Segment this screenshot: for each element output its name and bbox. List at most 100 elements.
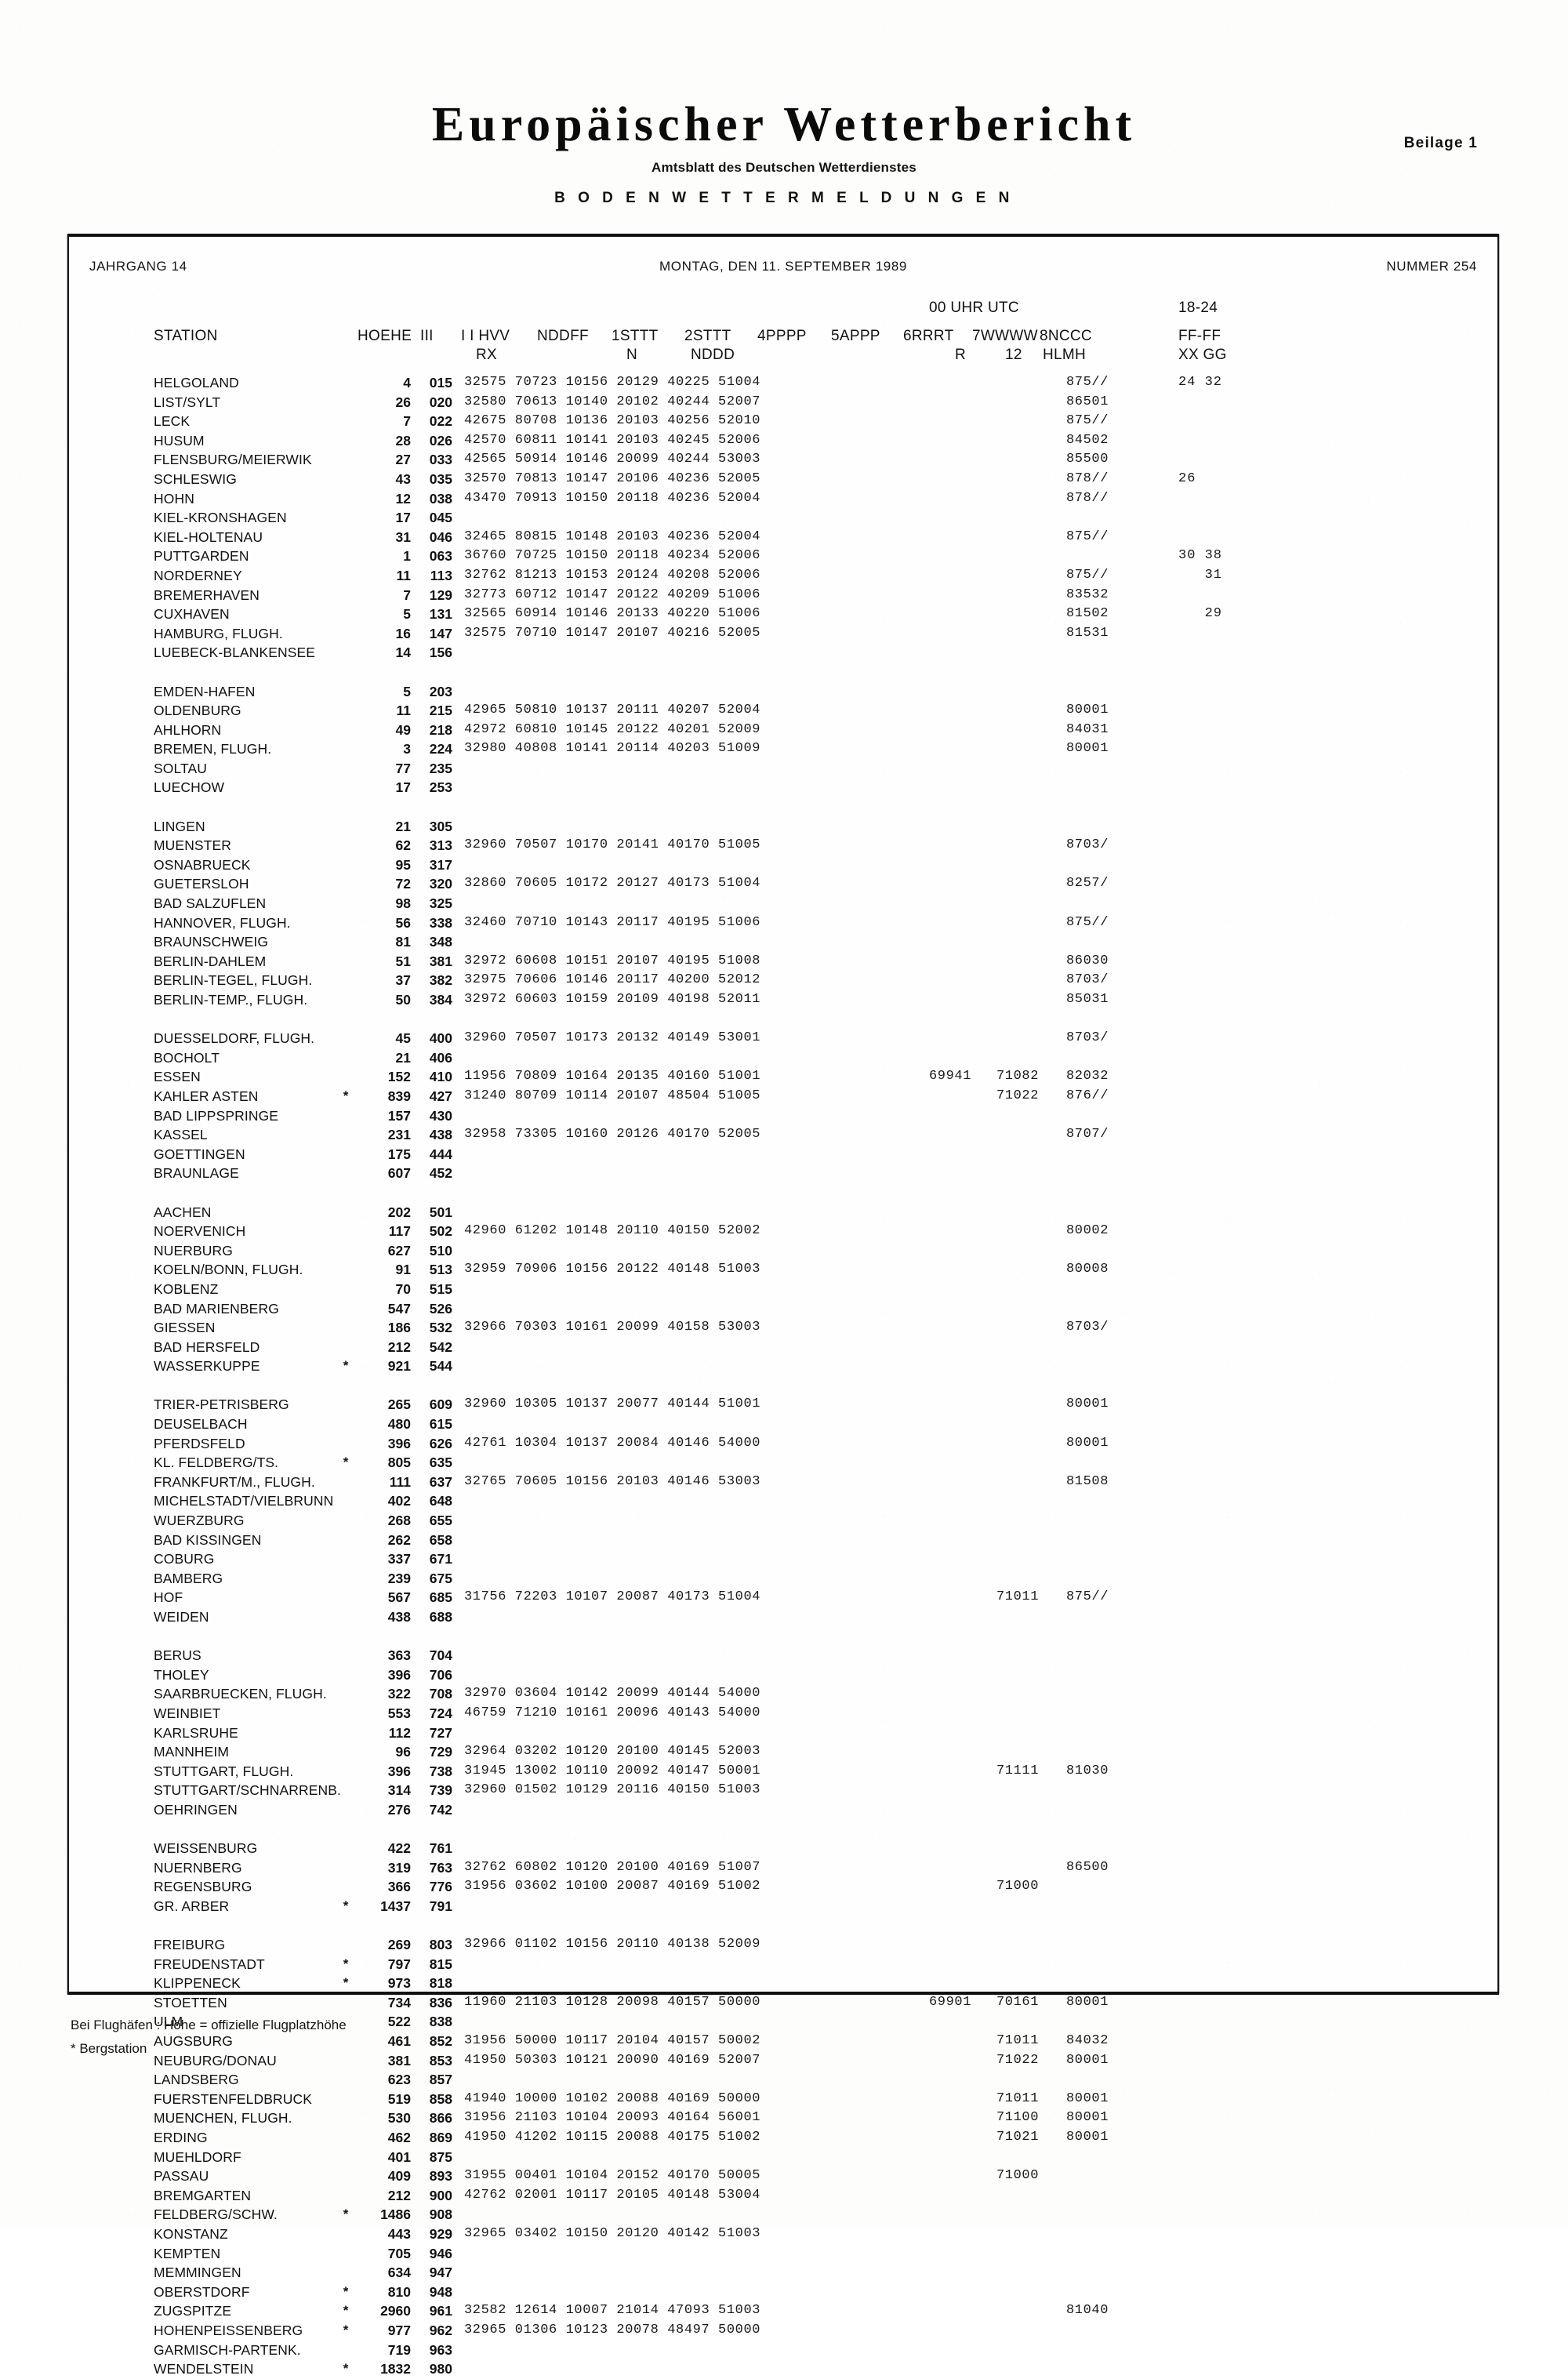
table-row[interactable]: GIESSEN 186 532 32966 70303 10161 20099 401… xyxy=(69,1318,1497,1338)
table-row[interactable]: STUTTGART/SCHNARRENB. 314 739 32960 01502 1… xyxy=(69,1781,1497,1800)
table-row[interactable]: LANDSBERG 623 857 xyxy=(69,2070,1497,2090)
table-row[interactable]: AACHEN 202 501 xyxy=(69,1203,1497,1222)
table-row[interactable]: ULM 522 838 xyxy=(69,2012,1497,2032)
table-row[interactable]: STUTTGART, FLUGH. 396 738 31945 13002 10110… xyxy=(69,1762,1497,1782)
table-row[interactable]: SCHLESWIG 43 035 32570 70813 10147 20106 40… xyxy=(69,470,1497,489)
table-row[interactable]: OLDENBURG 11 215 42965 50810 10137 20111 40… xyxy=(69,701,1497,721)
table-row[interactable]: MICHELSTADT/VIELBRUNN 402 648 xyxy=(69,1491,1497,1511)
table-row[interactable]: NEUBURG/DONAU 381 853 41950 50303 10121 200… xyxy=(69,2051,1497,2071)
table-row[interactable]: HOHENPEISSENBERG * 977 962 32965 01306 10123… xyxy=(69,2321,1497,2341)
table-row[interactable]: KOBLENZ 70 515 xyxy=(69,1280,1497,1299)
table-row[interactable]: BRAUNLAGE 607 452 xyxy=(69,1164,1497,1183)
table-row[interactable]: GR. ARBER * 1437 791 xyxy=(69,1897,1497,1916)
table-row[interactable]: TRIER-PETRISBERG 265 609 32960 10305 10137 … xyxy=(69,1395,1497,1415)
table-row[interactable]: PASSAU 409 893 31955 00401 10104 20152 4017… xyxy=(69,2167,1497,2186)
station-index: 406 xyxy=(429,1049,452,1066)
table-row[interactable]: KOELN/BONN, FLUGH. 91 513 32959 70906 10156… xyxy=(69,1260,1497,1280)
table-row[interactable]: BERUS 363 704 xyxy=(69,1646,1497,1665)
table-row[interactable]: GUETERSLOH 72 320 32860 70605 10172 20127 4… xyxy=(69,874,1497,894)
table-row[interactable]: HOF 567 685 31756 72203 10107 20087 40173 5… xyxy=(69,1588,1497,1607)
table-row[interactable]: ESSEN 152 410 11956 70809 10164 20135 40160… xyxy=(69,1067,1497,1087)
table-row[interactable]: KARLSRUHE 112 727 xyxy=(69,1723,1497,1743)
table-row[interactable]: HUSUM 28 026 42570 60811 10141 20103 40245 … xyxy=(69,431,1497,451)
table-row[interactable]: BRAUNSCHWEIG 81 348 xyxy=(69,932,1497,952)
table-row[interactable]: GOETTINGEN 175 444 xyxy=(69,1145,1497,1164)
table-row[interactable]: LUEBECK-BLANKENSEE 14 156 xyxy=(69,643,1497,663)
table-row[interactable]: BAMBERG 239 675 xyxy=(69,1569,1497,1589)
table-row[interactable]: CUXHAVEN 5 131 32565 60914 10146 20133 4022… xyxy=(69,605,1497,624)
table-row[interactable]: BERLIN-TEGEL, FLUGH. 37 382 32975 70606 101… xyxy=(69,971,1497,990)
table-row[interactable]: COBURG 337 671 xyxy=(69,1549,1497,1569)
table-row[interactable]: FREUDENSTADT * 797 815 xyxy=(69,1955,1497,1974)
table-row[interactable]: FUERSTENFELDBRUCK 519 858 41940 10000 10102… xyxy=(69,2090,1497,2109)
table-row[interactable]: SAARBRUECKEN, FLUGH. 322 708 32970 03604 10… xyxy=(69,1684,1497,1704)
table-row[interactable]: AUGSBURG 461 852 31956 50000 10117 20104 40… xyxy=(69,2032,1497,2051)
table-row[interactable]: BERLIN-DAHLEM 51 381 32972 60608 10151 2010… xyxy=(69,952,1497,972)
table-row[interactable]: WEISSENBURG 422 761 xyxy=(69,1839,1497,1858)
table-row[interactable]: HOHN 12 038 43470 70913 10150 20118 40236 5… xyxy=(69,489,1497,509)
table-row[interactable]: FLENSBURG/MEIERWIK 27 033 42565 50914 10146… xyxy=(69,450,1497,470)
table-row[interactable]: ERDING 462 869 41950 41202 10115 20088 4017… xyxy=(69,2128,1497,2148)
table-row[interactable]: FRANKFURT/M., FLUGH. 111 637 32765 70605 10… xyxy=(69,1473,1497,1492)
table-row[interactable]: GARMISCH-PARTENK. 719 963 xyxy=(69,2341,1497,2360)
table-row[interactable]: OSNABRUECK 95 317 xyxy=(69,855,1497,875)
table-row[interactable]: ZUGSPITZE * 2960 961 32582 12614 10007 21014… xyxy=(69,2301,1497,2321)
table-row[interactable]: MUENCHEN, FLUGH. 530 866 31956 21103 10104 … xyxy=(69,2108,1497,2128)
table-row[interactable]: PFERDSFELD 396 626 42761 10304 10137 20084 … xyxy=(69,1434,1497,1454)
table-row[interactable]: WEIDEN 438 688 xyxy=(69,1607,1497,1627)
table-row[interactable]: NORDERNEY 11 113 32762 81213 10153 20124 40… xyxy=(69,566,1497,586)
table-row[interactable]: SOLTAU 77 235 xyxy=(69,759,1497,779)
table-row[interactable]: BREMEN, FLUGH. 3 224 32980 40808 10141 2011… xyxy=(69,739,1497,759)
table-row[interactable]: LIST/SYLT 26 020 32580 70613 10140 20102 40… xyxy=(69,393,1497,412)
table-row[interactable]: STOETTEN 734 836 11960 21103 10128 20098 40… xyxy=(69,1993,1497,2013)
table-row[interactable]: KL. FELDBERG/TS. * 805 635 xyxy=(69,1453,1497,1473)
table-row[interactable]: KEMPTEN 705 946 xyxy=(69,2244,1497,2264)
table-row[interactable]: WEINBIET 553 724 46759 71210 10161 20096 40… xyxy=(69,1704,1497,1723)
table-row[interactable]: KIEL-KRONSHAGEN 17 045 xyxy=(69,508,1497,528)
table-row[interactable]: BREMERHAVEN 7 129 32773 60712 10147 20122 4… xyxy=(69,586,1497,605)
table-row[interactable]: MUEHLDORF 401 875 xyxy=(69,2148,1497,2167)
station-name: OEHRINGEN xyxy=(154,1801,238,1818)
table-row[interactable]: REGENSBURG 366 776 31956 03602 10100 20087 … xyxy=(69,1877,1497,1897)
table-row[interactable]: EMDEN-HAFEN 5 203 xyxy=(69,682,1497,702)
table-row[interactable]: BAD SALZUFLEN 98 325 xyxy=(69,894,1497,913)
table-row[interactable]: KASSEL 231 438 32958 73305 10160 20126 4017… xyxy=(69,1125,1497,1145)
table-row[interactable]: FREIBURG 269 803 32966 01102 10156 20110 40… xyxy=(69,1935,1497,1955)
table-row[interactable]: LECK 7 022 42675 80708 10136 20103 40256 52… xyxy=(69,412,1497,431)
table-row[interactable]: BAD KISSINGEN 262 658 xyxy=(69,1531,1497,1550)
table-row[interactable]: WENDELSTEIN * 1832 980 xyxy=(69,2359,1497,2379)
table-row[interactable]: KIEL-HOLTENAU 31 046 32465 80815 10148 2010… xyxy=(69,528,1497,547)
table-row[interactable]: BAD HERSFELD 212 542 xyxy=(69,1338,1497,1357)
table-row[interactable]: FELDBERG/SCHW. * 1486 908 xyxy=(69,2205,1497,2225)
table-row[interactable]: HAMBURG, FLUGH. 16 147 32575 70710 10147 20… xyxy=(69,624,1497,644)
table-row[interactable]: PUTTGARDEN 1 063 36760 70725 10150 20118 40… xyxy=(69,547,1497,566)
table-row[interactable]: BAD MARIENBERG 547 526 xyxy=(69,1299,1497,1319)
table-row[interactable]: DEUSELBACH 480 615 xyxy=(69,1415,1497,1434)
table-row[interactable]: OBERSTDORF * 810 948 xyxy=(69,2283,1497,2302)
table-row[interactable]: AHLHORN 49 218 42972 60810 10145 20122 4020… xyxy=(69,721,1497,740)
table-row[interactable]: LUECHOW 17 253 xyxy=(69,778,1497,797)
table-row[interactable]: MANNHEIM 96 729 32964 03202 10120 20100 401… xyxy=(69,1742,1497,1762)
table-row[interactable]: BERLIN-TEMP., FLUGH. 50 384 32972 60603 101… xyxy=(69,990,1497,1010)
table-row[interactable]: NUERBURG 627 510 xyxy=(69,1241,1497,1261)
table-row[interactable]: LINGEN 21 305 xyxy=(69,817,1497,837)
table-row[interactable]: MUENSTER 62 313 32960 70507 10170 20141 401… xyxy=(69,836,1497,855)
table-row[interactable]: WASSERKUPPE * 921 544 xyxy=(69,1357,1497,1376)
table-row[interactable]: HELGOLAND 4 015 32575 70723 10156 20129 402… xyxy=(69,373,1497,393)
table-row[interactable]: KAHLER ASTEN * 839 427 31240 80709 10114 201… xyxy=(69,1087,1497,1106)
group-8nccc: 81502 xyxy=(1066,606,1109,622)
table-row[interactable]: OEHRINGEN 276 742 xyxy=(69,1800,1497,1820)
table-row[interactable]: BAD LIPPSPRINGE 157 430 xyxy=(69,1106,1497,1126)
table-row[interactable]: KLIPPENECK * 973 818 xyxy=(69,1974,1497,1993)
table-row[interactable]: THOLEY 396 706 xyxy=(69,1665,1497,1685)
table-row[interactable]: BREMGARTEN 212 900 42762 02001 10117 20105 … xyxy=(69,2186,1497,2206)
table-row[interactable]: WUERZBURG 268 655 xyxy=(69,1511,1497,1531)
station-name: LECK xyxy=(154,413,191,430)
table-row[interactable]: HANNOVER, FLUGH. 56 338 32460 70710 10143 2… xyxy=(69,913,1497,933)
table-row[interactable]: MEMMINGEN 634 947 xyxy=(69,2263,1497,2283)
table-row[interactable]: NUERNBERG 319 763 32762 60802 10120 20100 4… xyxy=(69,1858,1497,1878)
table-row[interactable]: DUESSELDORF, FLUGH. 45 400 32960 70507 1017… xyxy=(69,1029,1497,1048)
table-row[interactable]: BOCHOLT 21 406 xyxy=(69,1048,1497,1068)
table-row[interactable]: NOERVENICH 117 502 42960 61202 10148 20110 … xyxy=(69,1222,1497,1241)
station-elevation: 5 xyxy=(403,683,411,699)
